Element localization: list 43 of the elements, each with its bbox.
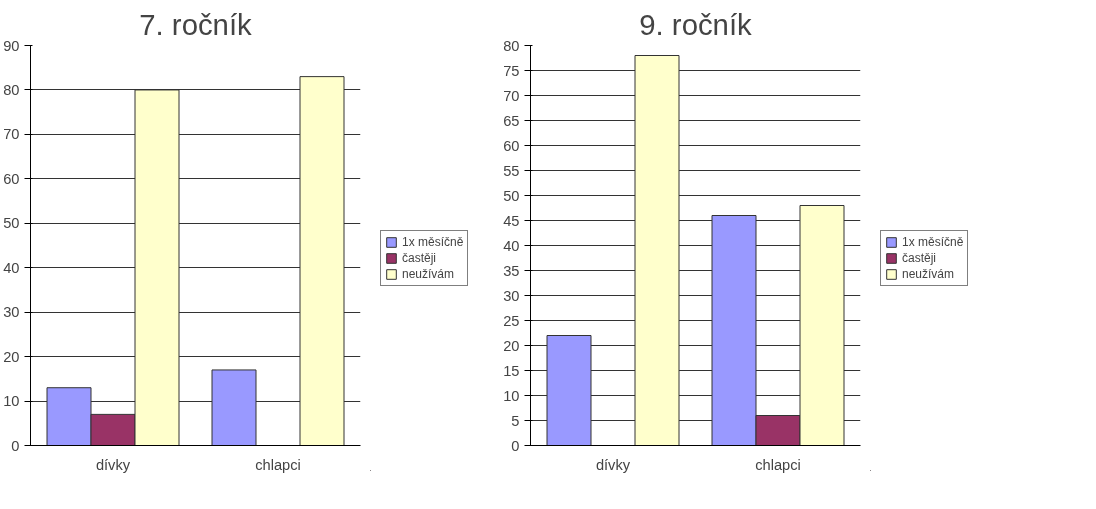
y-tick-label: 90: [3, 37, 20, 54]
legend-label: 1x měsíčně: [902, 234, 964, 249]
y-tick-label: 75: [503, 62, 520, 79]
y-tick-label: 15: [503, 362, 520, 379]
y-tick-label: 40: [3, 259, 20, 276]
y-tick-label: 50: [503, 187, 520, 204]
y-tick-label: 80: [503, 37, 520, 54]
x-tick-label: dívky: [595, 456, 631, 473]
bar: [211, 369, 257, 446]
y-tick-label: 20: [3, 348, 20, 365]
legend-label: častěji: [902, 250, 937, 265]
y-tick-label: 50: [3, 215, 20, 232]
y-tick-label: 0: [511, 437, 520, 454]
legend-label: neužívám: [402, 266, 455, 281]
legend-label: 1x měsíčně: [402, 234, 464, 249]
y-tick-label: 0: [11, 437, 20, 454]
x-tick-label: dívky: [95, 456, 131, 473]
bar: [546, 335, 592, 446]
chart-title: 7. ročník: [139, 7, 253, 41]
y-tick-label: 70: [503, 87, 520, 104]
y-tick-label: 35: [503, 262, 520, 279]
y-tick-label: 60: [3, 170, 20, 187]
y-tick-label: 60: [503, 137, 520, 154]
y-tick-label: 10: [503, 387, 520, 404]
y-tick-label: 5: [511, 412, 520, 429]
legend-label: neužívám: [902, 266, 955, 281]
chart-title: 9. ročník: [639, 7, 753, 41]
y-tick-label: 30: [503, 287, 520, 304]
y-tick-label: 70: [3, 126, 20, 143]
x-tick-label: chlapci: [755, 456, 801, 473]
bar: [299, 76, 345, 446]
y-tick-label: 65: [503, 112, 520, 129]
y-tick-label: 30: [3, 304, 20, 321]
bar: [634, 55, 680, 446]
y-tick-label: 40: [503, 237, 520, 254]
y-tick-label: 45: [503, 212, 520, 229]
x-tick-label: chlapci: [255, 456, 301, 473]
y-tick-label: 55: [503, 162, 520, 179]
y-tick-label: 20: [503, 337, 520, 354]
y-tick-label: 80: [3, 81, 20, 98]
y-tick-label: 25: [503, 312, 520, 329]
legend-label: častěji: [402, 250, 437, 265]
y-tick-label: 10: [3, 393, 20, 410]
